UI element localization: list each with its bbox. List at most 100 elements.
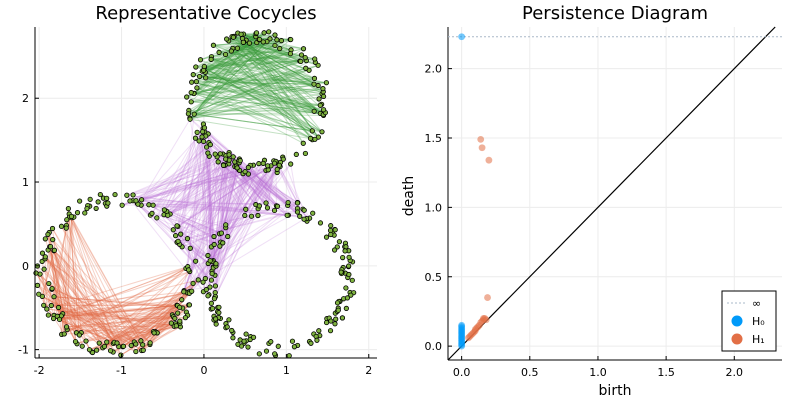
cocycle-edge-green — [205, 77, 326, 114]
data-point — [263, 200, 269, 206]
data-point — [243, 331, 249, 337]
data-point — [146, 202, 152, 208]
cocycle-edge-orange — [53, 271, 190, 316]
cocycle-edge-purple — [179, 165, 268, 245]
cocycle-edge-green — [243, 41, 324, 90]
data-point — [105, 200, 111, 206]
cocycle-edge-purple — [167, 167, 238, 216]
cocycle-edge-purple — [163, 141, 205, 215]
cocycle-edge-purple — [132, 160, 239, 196]
data-point — [195, 277, 201, 283]
data-point — [79, 343, 85, 349]
legend: ∞ H₀ H₁ — [721, 290, 777, 352]
data-point — [64, 217, 70, 223]
cocycle-edge-orange — [48, 283, 143, 346]
data-point — [223, 222, 229, 228]
cocycle-edge-green — [243, 41, 324, 90]
cocycle-edge-orange — [44, 258, 137, 345]
data-point — [213, 261, 219, 267]
diagram-point — [458, 33, 466, 41]
cocycle-edge-purple — [180, 155, 227, 235]
cocycle-edge-purple — [188, 144, 211, 292]
cocycle-edge-purple — [126, 194, 204, 293]
cocycle-edge-purple — [214, 171, 246, 297]
data-point — [188, 99, 194, 105]
cocycle-edge-purple — [220, 159, 227, 243]
data-point — [280, 156, 286, 162]
cocycle-edge-orange — [79, 266, 189, 336]
cocycle-edge-purple — [188, 169, 269, 292]
cocycle-edge-orange — [123, 292, 188, 347]
cocycle-edge-green — [195, 66, 326, 114]
cocycles-plot: Representative Cocycles -2 -1 0 1 2 -1 0 1 2 — [18, 3, 377, 377]
cocycle-edge-orange — [53, 250, 83, 347]
cocycle-edge-purple — [222, 164, 246, 216]
cocycle-edge-purple — [183, 255, 209, 291]
data-point — [332, 321, 338, 327]
cocycle-edge-orange — [50, 246, 104, 349]
data-point — [267, 36, 273, 42]
diagram-point — [471, 326, 479, 333]
cocycle-edge-purple — [183, 263, 209, 293]
data-point — [191, 111, 197, 117]
data-point — [253, 30, 260, 36]
cocycle-edge-purple — [141, 168, 278, 201]
cocycle-edge-green — [232, 47, 315, 112]
cocycle-edge-purple — [211, 158, 284, 274]
data-point — [161, 207, 167, 213]
cocycle-edge-purple — [183, 166, 236, 291]
data-point — [328, 231, 334, 238]
cocycle-edge-orange — [37, 284, 111, 352]
data-point — [174, 223, 180, 229]
cocycle-edge-orange — [61, 267, 187, 335]
cocycle-edge-purple — [202, 123, 252, 217]
cocycle-edge-purple — [213, 169, 269, 299]
data-point — [211, 233, 217, 240]
data-point — [207, 142, 213, 148]
data-point — [34, 282, 41, 288]
cocycle-edge-orange — [38, 293, 65, 335]
cocycle-edge-purple — [205, 154, 216, 290]
cocycle-edge-green — [199, 75, 321, 114]
cocycle-edge-green — [194, 69, 310, 115]
data-point — [151, 330, 157, 336]
cocycle-edge-green — [188, 48, 281, 115]
cocycle-edge-purple — [176, 156, 210, 227]
cocycle-edge-orange — [50, 246, 142, 342]
data-point — [310, 210, 316, 216]
cocycle-edge-green — [203, 48, 304, 71]
data-point — [266, 29, 272, 35]
data-point — [277, 45, 283, 52]
cocycle-edge-orange — [44, 258, 120, 347]
cocycle-edge-green — [213, 44, 319, 138]
data-point — [260, 160, 266, 166]
data-point — [33, 270, 39, 276]
data-point — [193, 258, 199, 264]
cocycle-edge-green — [189, 32, 265, 119]
data-point — [96, 340, 102, 346]
cocycle-edge-orange — [53, 296, 180, 308]
cocycle-edge-purple — [224, 164, 257, 205]
cocycle-edge-purple — [126, 152, 230, 196]
cocycle-edge-orange — [37, 285, 80, 336]
data-point — [328, 223, 334, 229]
cocycle-edge-green — [204, 60, 301, 69]
cocycle-edge-orange — [135, 271, 191, 352]
cocycle-edge-purple — [207, 152, 212, 247]
data-point — [297, 213, 303, 219]
data-point — [268, 339, 274, 345]
cocycle-edge-orange — [64, 271, 190, 335]
cocycle-edge-purple — [150, 144, 211, 216]
cocycle-edge-orange — [53, 296, 142, 351]
cocycle-edge-green — [225, 54, 323, 133]
cocycle-edge-purple — [228, 154, 305, 220]
x-tick-label: -2 — [34, 364, 45, 377]
cocycle-edge-orange — [66, 316, 174, 328]
data-point — [245, 344, 251, 350]
data-point — [340, 255, 346, 261]
data-point — [216, 304, 222, 310]
cocycle-edge-purple — [210, 163, 260, 281]
cocycle-edge-purple — [164, 155, 227, 211]
data-point — [285, 199, 291, 206]
cocycle-edge-green — [204, 32, 265, 73]
